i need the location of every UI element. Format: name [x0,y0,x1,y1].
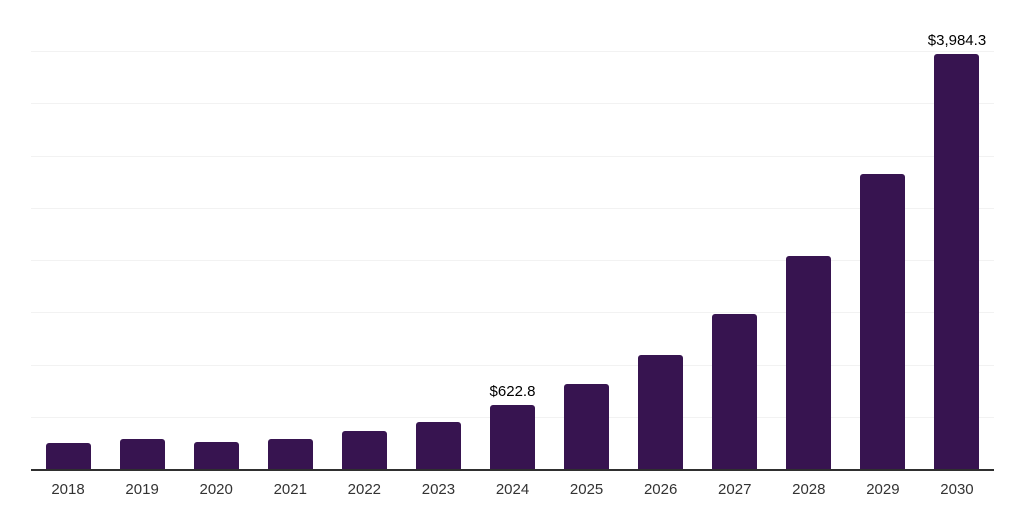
x-tick-2028: 2028 [792,481,826,498]
bar-value-label-2030: $3,984.3 [927,31,987,49]
bar-2030: $3,984.3 [928,32,986,470]
plot-area: $622.8 $3,984.3 [31,0,994,471]
bar-band-2028 [772,0,846,470]
x-tick-2029: 2029 [866,481,900,498]
gridline [31,364,994,366]
gridline [31,312,994,314]
bar-2021 [267,439,313,470]
x-tick-2020: 2020 [199,481,233,498]
bar-2022 [341,430,387,470]
bar-band-2022 [327,0,401,470]
bar-2029 [860,173,906,470]
bar-band-2025 [550,0,624,470]
x-axis-tick-labels: 2018 2019 2020 2021 2022 2023 2024 2025 2026 2027… [31,481,994,498]
bar-2026 [638,355,684,470]
bar-band-2027 [698,0,772,470]
bar-2023 [415,421,461,470]
bar-2018 [45,443,91,470]
x-tick-2027: 2027 [718,481,752,498]
bar-2025 [564,384,610,470]
gridline [31,260,994,262]
gridline [31,207,994,209]
bar-band-2018 [31,0,105,470]
bar-2019 [119,439,165,470]
bar-value-label-2024: $622.8 [489,382,536,400]
x-tick-2018: 2018 [51,481,85,498]
bar-band-2021 [253,0,327,470]
bar-band-2029 [846,0,920,470]
bar-band-2020 [179,0,253,470]
bar-2020 [193,441,239,470]
x-axis-line [31,469,994,471]
bar-2027 [712,313,758,470]
bar-band-2026 [624,0,698,470]
x-tick-2026: 2026 [643,481,678,498]
gridline [31,103,994,105]
x-tick-2030: 2030 [940,481,974,498]
bar-band-2024: $622.8 [475,0,549,470]
gridline [31,51,994,53]
x-tick-2022: 2022 [347,481,382,498]
bar-band-2030: $3,984.3 [920,0,994,470]
bar-2024: $622.8 [490,383,535,470]
x-tick-2023: 2023 [421,481,456,498]
bar-band-2023 [401,0,475,470]
x-tick-2019: 2019 [125,481,159,498]
x-tick-2024: 2024 [495,481,530,498]
bar-band-2019 [105,0,179,470]
x-tick-2025: 2025 [569,481,604,498]
gridline [31,155,994,157]
bar-series: $622.8 $3,984.3 [31,0,994,470]
x-tick-2021: 2021 [273,481,307,498]
bar-2028 [786,255,832,470]
